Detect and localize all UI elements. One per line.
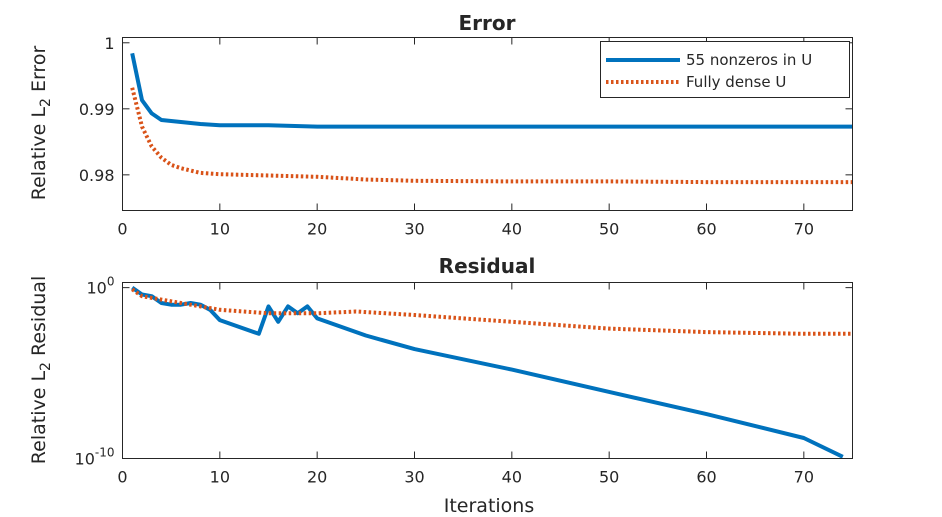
y-tick-label: 0.99 [79, 100, 115, 119]
x-tick-label: 30 [404, 468, 424, 487]
series-line-fully-dense [131, 287, 853, 336]
error-axes-box [122, 37, 853, 211]
x-tick-label: 70 [794, 220, 814, 239]
legend-label-fully-dense: Fully dense U [686, 73, 786, 91]
x-tick-label: 50 [599, 468, 619, 487]
residual-axes-box [122, 282, 853, 459]
residual-ticks: 0 10 20 30 40 50 60 70 100 10-10 [75, 275, 853, 487]
y-tick-label: 1 [104, 34, 114, 53]
error-panel: Error 0 10 20 30 40 50 60 70 0.98 0.99 1 Relative … [28, 11, 853, 239]
x-tick-label: 20 [307, 468, 327, 487]
x-tick-label: 70 [794, 468, 814, 487]
error-series [130, 52, 853, 185]
y-tick-label: 10-10 [75, 446, 115, 469]
x-tick-label: 60 [696, 468, 716, 487]
x-tick-label: 10 [210, 220, 230, 239]
x-tick-label: 60 [696, 220, 716, 239]
x-tick-label: 20 [307, 220, 327, 239]
residual-xlabel: Iterations [444, 495, 535, 517]
residual-ylabel: Relative L2 Residual [28, 276, 54, 464]
series-line-55-nonzeros [130, 52, 853, 129]
x-tick-label: 0 [117, 220, 127, 239]
series-line-55-nonzeros [131, 285, 844, 459]
x-tick-label: 40 [502, 468, 522, 487]
error-title: Error [459, 11, 516, 35]
x-tick-label: 50 [599, 220, 619, 239]
x-tick-label: 30 [404, 220, 424, 239]
x-tick-label: 0 [117, 468, 127, 487]
residual-series [131, 285, 853, 459]
series-line-fully-dense [130, 87, 853, 185]
error-ticks: 0 10 20 30 40 50 60 70 0.98 0.99 1 [79, 34, 853, 239]
legend: 55 nonzeros in U Fully dense U [600, 41, 850, 98]
legend-label-55-nonzeros: 55 nonzeros in U [686, 51, 812, 69]
error-ylabel: Relative L2 Error [28, 46, 54, 201]
residual-title: Residual [439, 254, 536, 278]
legend-box [600, 41, 850, 98]
x-tick-label: 10 [210, 468, 230, 487]
x-tick-label: 40 [502, 220, 522, 239]
residual-panel: Residual 0 10 20 30 40 50 60 70 100 10-10 Relativ… [28, 254, 853, 517]
y-tick-label: 0.98 [79, 166, 115, 185]
y-tick-label: 100 [87, 275, 115, 298]
